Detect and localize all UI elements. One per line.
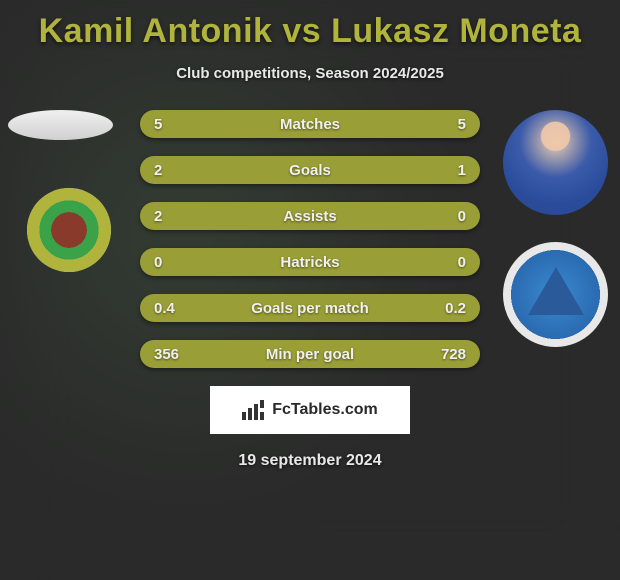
stat-left-value: 5 (154, 116, 162, 133)
stat-left-value: 2 (154, 162, 162, 179)
player-left-photo (8, 110, 113, 140)
stat-left-value: 0.4 (154, 300, 175, 317)
stat-right-value: 0.2 (445, 300, 466, 317)
club-right-logo-inner (528, 267, 584, 315)
fctables-logo-text: FcTables.com (272, 401, 378, 419)
stat-left-value: 356 (154, 346, 179, 363)
player-right-photo (503, 110, 608, 215)
stat-row: 5 Matches 5 (140, 110, 480, 138)
stat-right-value: 5 (458, 116, 466, 133)
stat-label: Assists (283, 208, 336, 225)
club-left-logo (27, 188, 111, 272)
stat-label: Min per goal (266, 346, 354, 363)
fctables-logo-box: FcTables.com (210, 386, 410, 434)
stat-label: Goals (289, 162, 331, 179)
stats-area: 5 Matches 5 2 Goals 1 2 Assists 0 0 Hatricks 0 0.4 Go… (0, 110, 620, 368)
stat-row: 2 Goals 1 (140, 156, 480, 184)
stat-rows: 5 Matches 5 2 Goals 1 2 Assists 0 0 Hatricks 0 0.4 Go… (140, 110, 480, 368)
stat-right-value: 1 (458, 162, 466, 179)
stat-label: Matches (280, 116, 340, 133)
stat-right-value: 0 (458, 254, 466, 271)
stat-right-value: 728 (441, 346, 466, 363)
stat-left-value: 2 (154, 208, 162, 225)
stat-left-value: 0 (154, 254, 162, 271)
stat-row: 0 Hatricks 0 (140, 248, 480, 276)
stat-row: 356 Min per goal 728 (140, 340, 480, 368)
stat-row: 2 Assists 0 (140, 202, 480, 230)
stat-label: Goals per match (251, 300, 369, 317)
stat-row: 0.4 Goals per match 0.2 (140, 294, 480, 322)
club-right-logo (503, 242, 608, 347)
content-container: Kamil Antonik vs Lukasz Moneta Club comp… (0, 0, 620, 580)
subtitle: Club competitions, Season 2024/2025 (0, 65, 620, 82)
page-title: Kamil Antonik vs Lukasz Moneta (0, 0, 620, 51)
stat-label: Hatricks (280, 254, 339, 271)
date-label: 19 september 2024 (0, 452, 620, 470)
stat-right-value: 0 (458, 208, 466, 225)
chart-icon (242, 400, 266, 420)
